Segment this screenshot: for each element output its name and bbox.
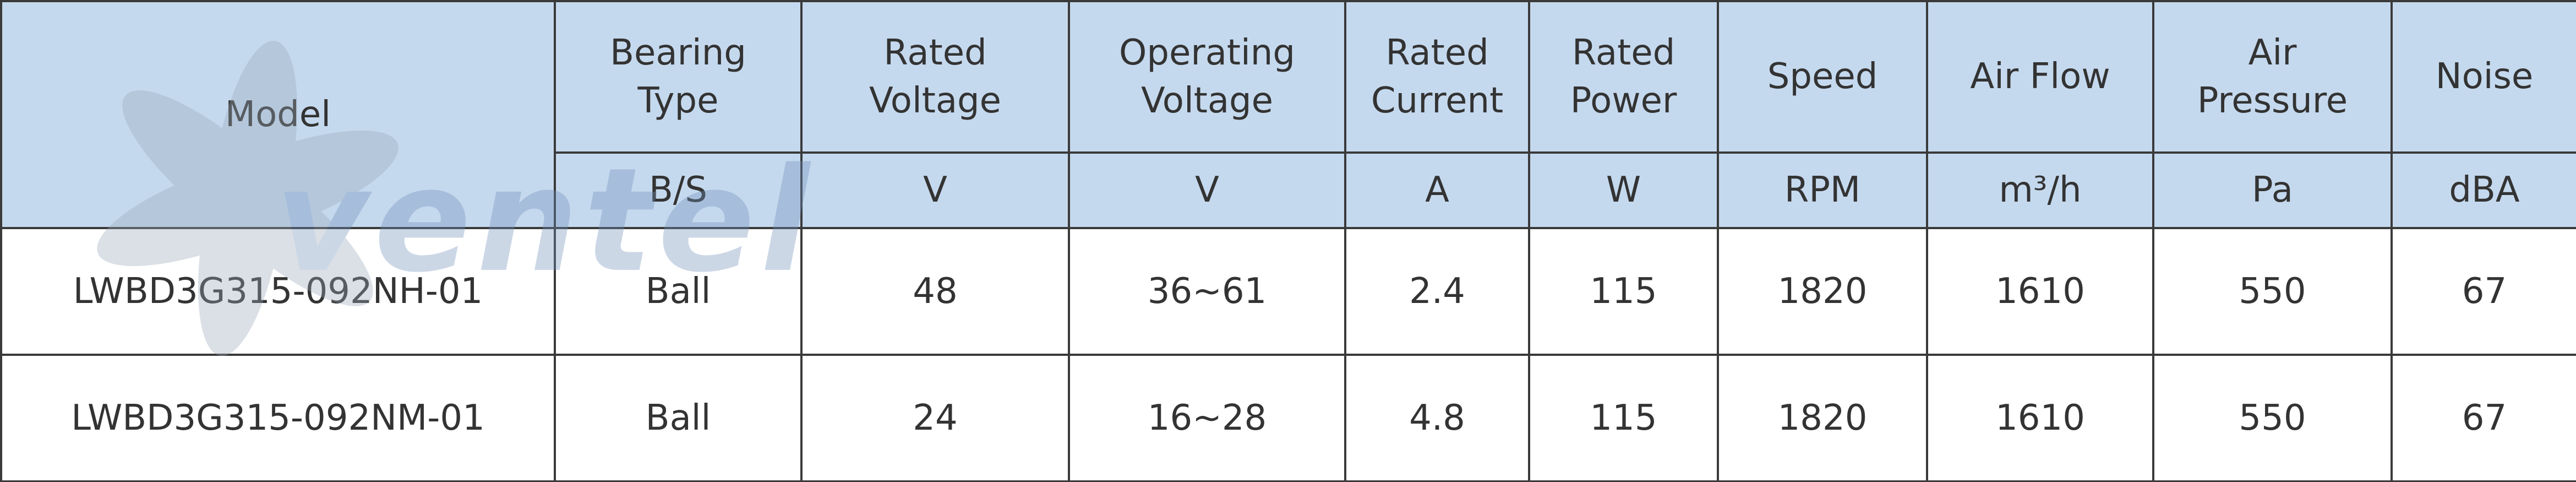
unit-cell: B/S xyxy=(554,151,803,229)
data-cell: 24 xyxy=(800,354,1070,482)
data-cell: 1820 xyxy=(1717,354,1928,482)
table-row: LWBD3G315-092NH-01 Ball 48 36~61 2.4 115 1820 1… xyxy=(0,227,2576,356)
data-cell: Ball xyxy=(554,227,803,356)
data-cell: 67 xyxy=(2391,354,2576,482)
data-cell: 36~61 xyxy=(1068,227,1346,356)
table-row: B/S V V A W RPM m³/h Pa dBA xyxy=(1,151,2576,229)
unit-cell: A xyxy=(1344,151,1530,229)
data-cell: LWBD3G315-092NH-01 xyxy=(0,227,556,356)
header-cell: Rated Current xyxy=(1344,0,1530,154)
header-cell: Air Pressure xyxy=(2152,0,2393,154)
unit-cell: RPM xyxy=(1717,151,1928,229)
data-cell: 115 xyxy=(1528,354,1719,482)
header-cell: Model xyxy=(0,0,556,229)
data-cell: 4.8 xyxy=(1344,354,1530,482)
header-cell: Rated Power xyxy=(1528,0,1719,154)
unit-cell: Pa xyxy=(2152,151,2393,229)
data-cell: LWBD3G315-092NM-01 xyxy=(0,354,556,482)
header-cell: Operating Voltage xyxy=(1068,0,1346,154)
table-row: Model Bearing Type Rated Voltage Operating … xyxy=(0,0,2576,229)
data-cell: 67 xyxy=(2391,227,2576,356)
data-cell: 1610 xyxy=(1926,354,2154,482)
header-cell: Bearing Type xyxy=(554,0,803,154)
header-cell: Air Flow xyxy=(1926,0,2154,154)
data-cell: 1610 xyxy=(1926,227,2154,356)
header-cell: Speed xyxy=(1717,0,1928,154)
data-cell: Ball xyxy=(554,354,803,482)
unit-cell: m³/h xyxy=(1926,151,2154,229)
header-cell: Rated Voltage xyxy=(800,0,1070,154)
unit-cell: dBA xyxy=(2391,151,2576,229)
unit-cell: V xyxy=(1068,151,1346,229)
data-cell: 550 xyxy=(2152,354,2393,482)
data-cell: 550 xyxy=(2152,227,2393,356)
data-cell: 115 xyxy=(1528,227,1719,356)
unit-cell: W xyxy=(1528,151,1719,229)
data-cell: 2.4 xyxy=(1344,227,1530,356)
data-cell: 16~28 xyxy=(1068,354,1346,482)
data-cell: 1820 xyxy=(1717,227,1928,356)
unit-cell: V xyxy=(800,151,1070,229)
data-cell: 48 xyxy=(800,227,1070,356)
table-row: LWBD3G315-092NM-01 Ball 24 16~28 4.8 115 1820 1… xyxy=(0,354,2576,482)
header-cell: Noise xyxy=(2391,0,2576,154)
